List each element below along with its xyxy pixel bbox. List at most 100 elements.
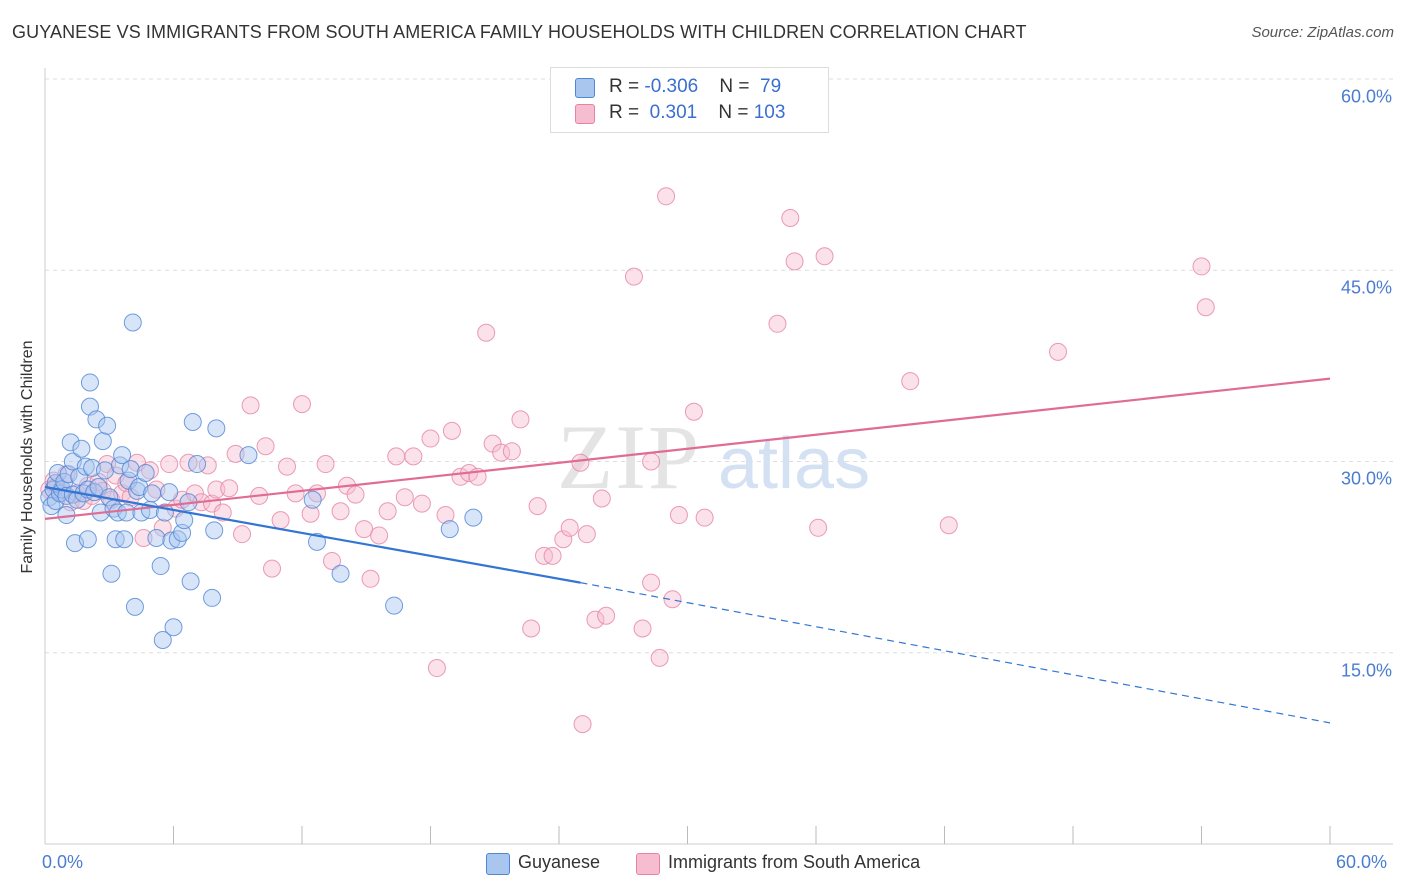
immigrants-point	[624, 267, 643, 286]
immigrants-point	[642, 573, 661, 592]
immigrants-point	[293, 395, 311, 414]
legend-r-label: R =	[609, 76, 645, 97]
immigrants-point	[901, 372, 920, 391]
guyanese-point	[117, 503, 136, 522]
guyanese-point	[113, 446, 132, 465]
immigrants-point	[669, 506, 688, 525]
immigrants-point	[1049, 342, 1068, 361]
legend-text: R = -0.306 N = 79	[609, 76, 781, 98]
immigrants-point	[543, 546, 562, 565]
immigrants-point	[577, 525, 596, 544]
immigrants-point	[160, 455, 179, 474]
immigrants-point	[241, 396, 260, 415]
immigrants-point	[263, 559, 282, 578]
legend-r-label: R =	[609, 102, 645, 123]
immigrants-point	[650, 648, 669, 667]
immigrants-point	[528, 497, 547, 516]
legend-swatch-blue	[575, 78, 595, 98]
immigrants-point	[809, 518, 828, 537]
guyanese-point	[102, 564, 121, 583]
x-tick-label-max: 60.0%	[1336, 852, 1388, 872]
guyanese-point	[188, 455, 207, 474]
immigrants-point	[1196, 298, 1215, 317]
guyanese-point	[164, 618, 183, 637]
guyanese-point	[98, 416, 117, 435]
immigrants-point	[378, 502, 397, 521]
immigrants-point	[226, 444, 245, 463]
guyanese-point	[183, 412, 202, 431]
guyanese-point	[205, 521, 224, 540]
legend-r-value: -0.306	[644, 76, 699, 97]
immigrants-point	[404, 447, 423, 466]
immigrants-point	[573, 715, 592, 734]
axes	[44, 68, 1393, 845]
guyanese-point	[78, 530, 97, 549]
immigrants-point	[153, 518, 172, 537]
immigrants-point	[286, 484, 305, 503]
guyanese-point	[303, 490, 322, 509]
immigrants-point	[815, 247, 834, 266]
immigrants-point	[412, 494, 431, 513]
immigrants-point	[657, 187, 676, 206]
guyanese-point	[70, 467, 89, 486]
guyanese-point	[87, 410, 106, 429]
immigrants-point	[346, 485, 365, 504]
guyanese-point	[440, 520, 459, 539]
guyanese-point	[125, 597, 144, 616]
immigrants-point	[436, 506, 455, 525]
immigrants-point	[663, 590, 682, 609]
immigrants-point	[571, 453, 590, 472]
chart-source: Source: ZipAtlas.com	[1251, 24, 1394, 41]
immigrants-point	[301, 504, 320, 523]
guyanese-point	[331, 564, 350, 583]
correlation-legend: R = -0.306 N = 79 R = 0.301 N = 103	[550, 67, 829, 133]
legend-swatch-pink	[636, 853, 660, 875]
legend-label: Guyanese	[518, 852, 601, 872]
legend-r-value: 0.301	[644, 102, 698, 123]
immigrants-point	[395, 488, 414, 507]
immigrants-point	[477, 323, 496, 342]
guyanese-point	[162, 531, 181, 550]
guyanese-point	[115, 530, 134, 549]
guyanese-point	[143, 484, 162, 503]
immigrants-point	[322, 551, 341, 570]
immigrants-point	[331, 502, 350, 521]
immigrants-point	[361, 569, 380, 588]
watermark: ZIP atlas	[557, 406, 870, 508]
immigrants-point	[256, 437, 275, 456]
immigrants-point	[502, 442, 521, 461]
guyanese-point	[160, 483, 179, 502]
legend-n-label: N =	[719, 76, 755, 97]
immigrants-point	[522, 619, 541, 638]
immigrants-point	[597, 606, 616, 625]
immigrants-point	[271, 511, 290, 530]
guyanese-point	[72, 439, 91, 458]
immigrants-point	[278, 457, 297, 476]
guyanese-point	[147, 529, 166, 547]
immigrants-point	[442, 421, 461, 440]
guyanese-point	[464, 508, 483, 527]
y-tick-label: 15.0%	[1340, 660, 1392, 681]
legend-swatch-pink	[575, 104, 595, 124]
immigrants-point	[768, 314, 787, 333]
guyanese-point	[175, 511, 194, 530]
guyanese-point	[151, 557, 170, 576]
immigrants-point	[134, 529, 153, 547]
gridlines	[45, 78, 1393, 654]
guyanese-point	[207, 419, 226, 438]
y-tick-label: 60.0%	[1340, 86, 1392, 107]
watermark-atlas: atlas	[718, 424, 870, 504]
legend-n-value: 103	[753, 102, 786, 123]
guyanese-point	[80, 373, 99, 392]
guyanese-point	[121, 460, 140, 479]
immigrants-point	[233, 525, 252, 544]
series-immigrants-points	[40, 187, 1215, 734]
legend-text: R = 0.301 N = 103	[609, 102, 785, 124]
immigrants-point	[421, 429, 440, 448]
x-tick-label-min: 0.0%	[42, 852, 84, 872]
immigrants-point	[355, 520, 374, 539]
watermark-zip: ZIP	[557, 406, 701, 508]
guyanese-point	[239, 446, 258, 465]
chart-title: GUYANESE VS IMMIGRANTS FROM SOUTH AMERIC…	[12, 22, 1027, 42]
